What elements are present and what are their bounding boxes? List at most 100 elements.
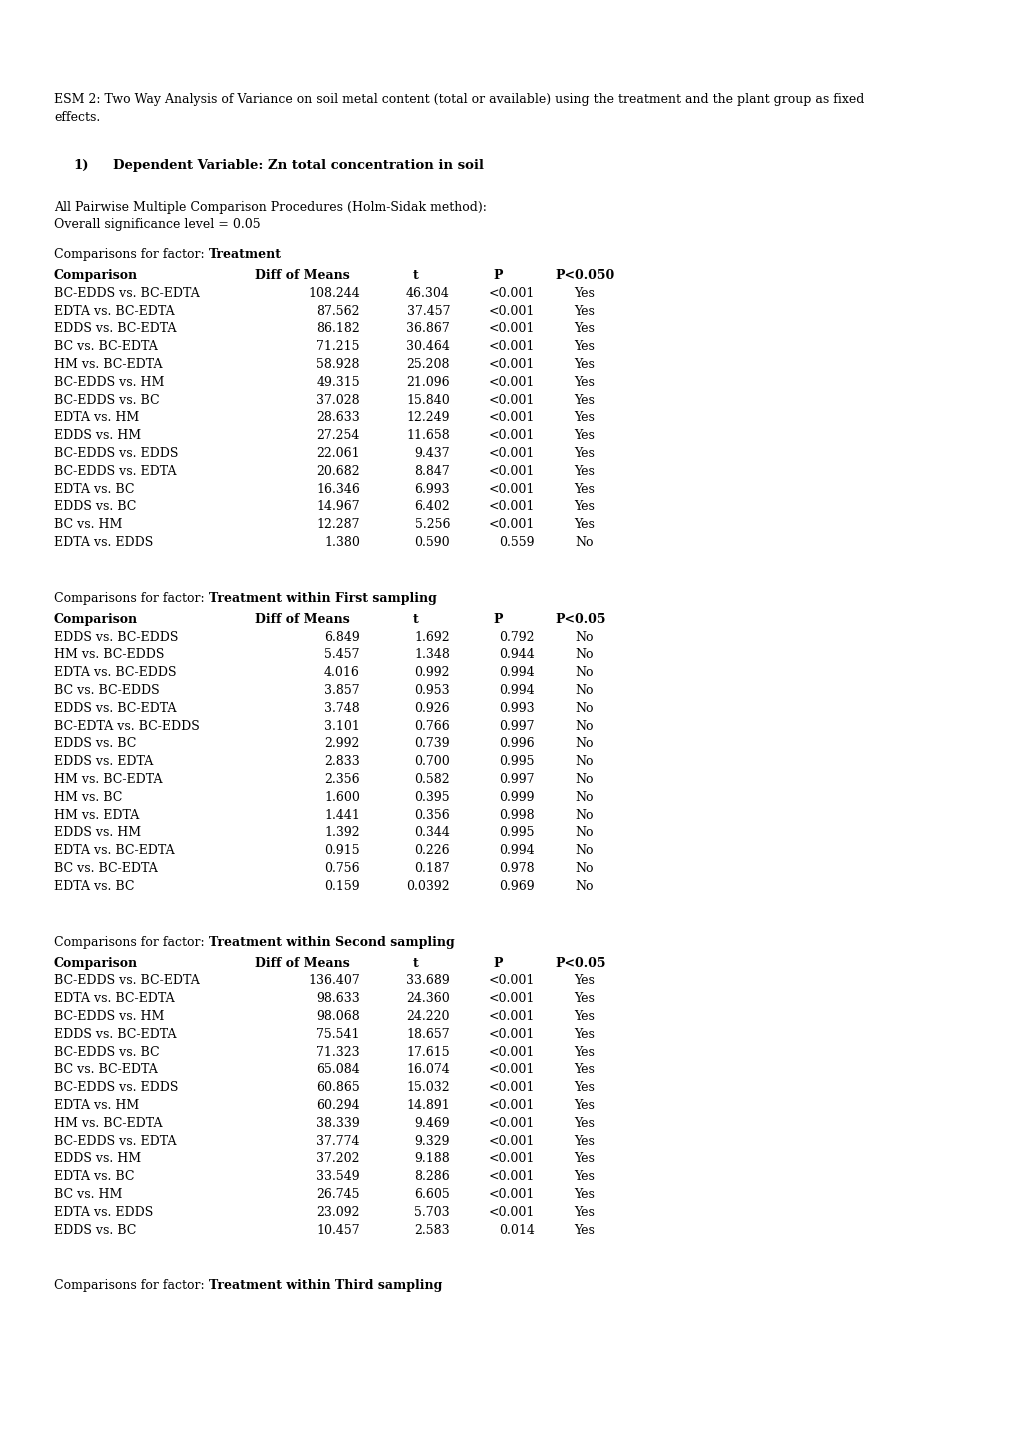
Text: 5.703: 5.703 — [414, 1206, 449, 1219]
Text: 6.605: 6.605 — [414, 1188, 449, 1201]
Text: 15.840: 15.840 — [406, 394, 449, 407]
Text: 1.348: 1.348 — [414, 648, 449, 661]
Text: Comparison: Comparison — [54, 268, 138, 281]
Text: 0.226: 0.226 — [414, 844, 449, 857]
Text: Yes: Yes — [574, 304, 595, 317]
Text: BC-EDDS vs. BC-EDTA: BC-EDDS vs. BC-EDTA — [54, 974, 200, 987]
Text: 5.457: 5.457 — [324, 648, 360, 661]
Text: HM vs. BC-EDTA: HM vs. BC-EDTA — [54, 773, 162, 786]
Text: 0.356: 0.356 — [414, 808, 449, 821]
Text: 0.993: 0.993 — [499, 701, 535, 714]
Text: 0.992: 0.992 — [414, 667, 449, 680]
Text: 24.360: 24.360 — [406, 993, 449, 1006]
Text: <0.001: <0.001 — [488, 1027, 535, 1040]
Text: EDTA vs. BC-EDTA: EDTA vs. BC-EDTA — [54, 304, 174, 317]
Text: 6.402: 6.402 — [414, 501, 449, 514]
Text: EDDS vs. HM: EDDS vs. HM — [54, 429, 141, 442]
Text: Yes: Yes — [574, 482, 595, 495]
Text: t: t — [413, 957, 419, 970]
Text: No: No — [575, 535, 594, 548]
Text: 0.590: 0.590 — [414, 535, 449, 548]
Text: 0.953: 0.953 — [414, 684, 449, 697]
Text: HM vs. BC-EDTA: HM vs. BC-EDTA — [54, 358, 162, 371]
Text: P<0.050: P<0.050 — [554, 268, 613, 281]
Text: Treatment: Treatment — [209, 248, 281, 261]
Text: Yes: Yes — [574, 1027, 595, 1040]
Text: 1.441: 1.441 — [324, 808, 360, 821]
Text: EDDS vs. BC-EDTA: EDDS vs. BC-EDTA — [54, 701, 176, 714]
Text: 12.249: 12.249 — [407, 411, 449, 424]
Text: No: No — [575, 880, 594, 893]
Text: EDTA vs. EDDS: EDTA vs. EDDS — [54, 535, 153, 548]
Text: Yes: Yes — [574, 1134, 595, 1147]
Text: 0.0392: 0.0392 — [406, 880, 449, 893]
Text: EDDS vs. BC: EDDS vs. BC — [54, 501, 137, 514]
Text: 0.999: 0.999 — [499, 791, 535, 804]
Text: 0.159: 0.159 — [324, 880, 360, 893]
Text: 23.092: 23.092 — [316, 1206, 360, 1219]
Text: 136.407: 136.407 — [308, 974, 360, 987]
Text: 10.457: 10.457 — [316, 1224, 360, 1237]
Text: 0.915: 0.915 — [324, 844, 360, 857]
Text: BC-EDTA vs. BC-EDDS: BC-EDTA vs. BC-EDDS — [54, 720, 200, 733]
Text: Yes: Yes — [574, 993, 595, 1006]
Text: 8.847: 8.847 — [414, 465, 449, 478]
Text: 37.028: 37.028 — [316, 394, 360, 407]
Text: BC-EDDS vs. EDTA: BC-EDDS vs. EDTA — [54, 465, 176, 478]
Text: BC-EDDS vs. BC: BC-EDDS vs. BC — [54, 1046, 159, 1059]
Text: 14.967: 14.967 — [316, 501, 360, 514]
Text: 0.994: 0.994 — [499, 844, 535, 857]
Text: P: P — [492, 268, 502, 281]
Text: 0.559: 0.559 — [499, 535, 535, 548]
Text: 108.244: 108.244 — [308, 287, 360, 300]
Text: <0.001: <0.001 — [488, 1063, 535, 1076]
Text: 1.392: 1.392 — [324, 827, 360, 840]
Text: Treatment within Second sampling: Treatment within Second sampling — [209, 935, 453, 948]
Text: 0.998: 0.998 — [499, 808, 535, 821]
Text: 4.016: 4.016 — [324, 667, 360, 680]
Text: 1.692: 1.692 — [414, 631, 449, 644]
Text: BC-EDDS vs. EDTA: BC-EDDS vs. EDTA — [54, 1134, 176, 1147]
Text: Diff of Means: Diff of Means — [255, 957, 350, 970]
Text: <0.001: <0.001 — [488, 1134, 535, 1147]
Text: Yes: Yes — [574, 1224, 595, 1237]
Text: BC vs. BC-EDTA: BC vs. BC-EDTA — [54, 1063, 158, 1076]
Text: 9.188: 9.188 — [414, 1153, 449, 1166]
Text: Dependent Variable: Zn total concentration in soil: Dependent Variable: Zn total concentrati… — [113, 159, 484, 172]
Text: 11.658: 11.658 — [406, 429, 449, 442]
Text: Yes: Yes — [574, 1063, 595, 1076]
Text: Yes: Yes — [574, 1188, 595, 1201]
Text: 6.849: 6.849 — [324, 631, 360, 644]
Text: BC vs. HM: BC vs. HM — [54, 518, 122, 531]
Text: EDDS vs. HM: EDDS vs. HM — [54, 827, 141, 840]
Text: 60.865: 60.865 — [316, 1081, 360, 1094]
Text: <0.001: <0.001 — [488, 1010, 535, 1023]
Text: <0.001: <0.001 — [488, 287, 535, 300]
Text: Diff of Means: Diff of Means — [255, 613, 350, 626]
Text: No: No — [575, 808, 594, 821]
Text: No: No — [575, 684, 594, 697]
Text: Yes: Yes — [574, 501, 595, 514]
Text: 0.944: 0.944 — [498, 648, 535, 661]
Text: <0.001: <0.001 — [488, 974, 535, 987]
Text: BC vs. BC-EDTA: BC vs. BC-EDTA — [54, 861, 158, 874]
Text: BC-EDDS vs. EDDS: BC-EDDS vs. EDDS — [54, 1081, 178, 1094]
Text: 33.549: 33.549 — [316, 1170, 360, 1183]
Text: EDTA vs. BC: EDTA vs. BC — [54, 880, 135, 893]
Text: 5.256: 5.256 — [414, 518, 449, 531]
Text: Yes: Yes — [574, 1117, 595, 1130]
Text: 71.323: 71.323 — [316, 1046, 360, 1059]
Text: 0.014: 0.014 — [498, 1224, 535, 1237]
Text: 58.928: 58.928 — [316, 358, 360, 371]
Text: <0.001: <0.001 — [488, 1046, 535, 1059]
Text: Diff of Means: Diff of Means — [255, 268, 350, 281]
Text: 20.682: 20.682 — [316, 465, 360, 478]
Text: Comparisons for factor:: Comparisons for factor: — [54, 935, 209, 948]
Text: BC-EDDS vs. HM: BC-EDDS vs. HM — [54, 375, 164, 388]
Text: 37.774: 37.774 — [316, 1134, 360, 1147]
Text: 0.978: 0.978 — [499, 861, 535, 874]
Text: 36.867: 36.867 — [406, 322, 449, 335]
Text: BC vs. HM: BC vs. HM — [54, 1188, 122, 1201]
Text: 0.996: 0.996 — [499, 737, 535, 750]
Text: Yes: Yes — [574, 394, 595, 407]
